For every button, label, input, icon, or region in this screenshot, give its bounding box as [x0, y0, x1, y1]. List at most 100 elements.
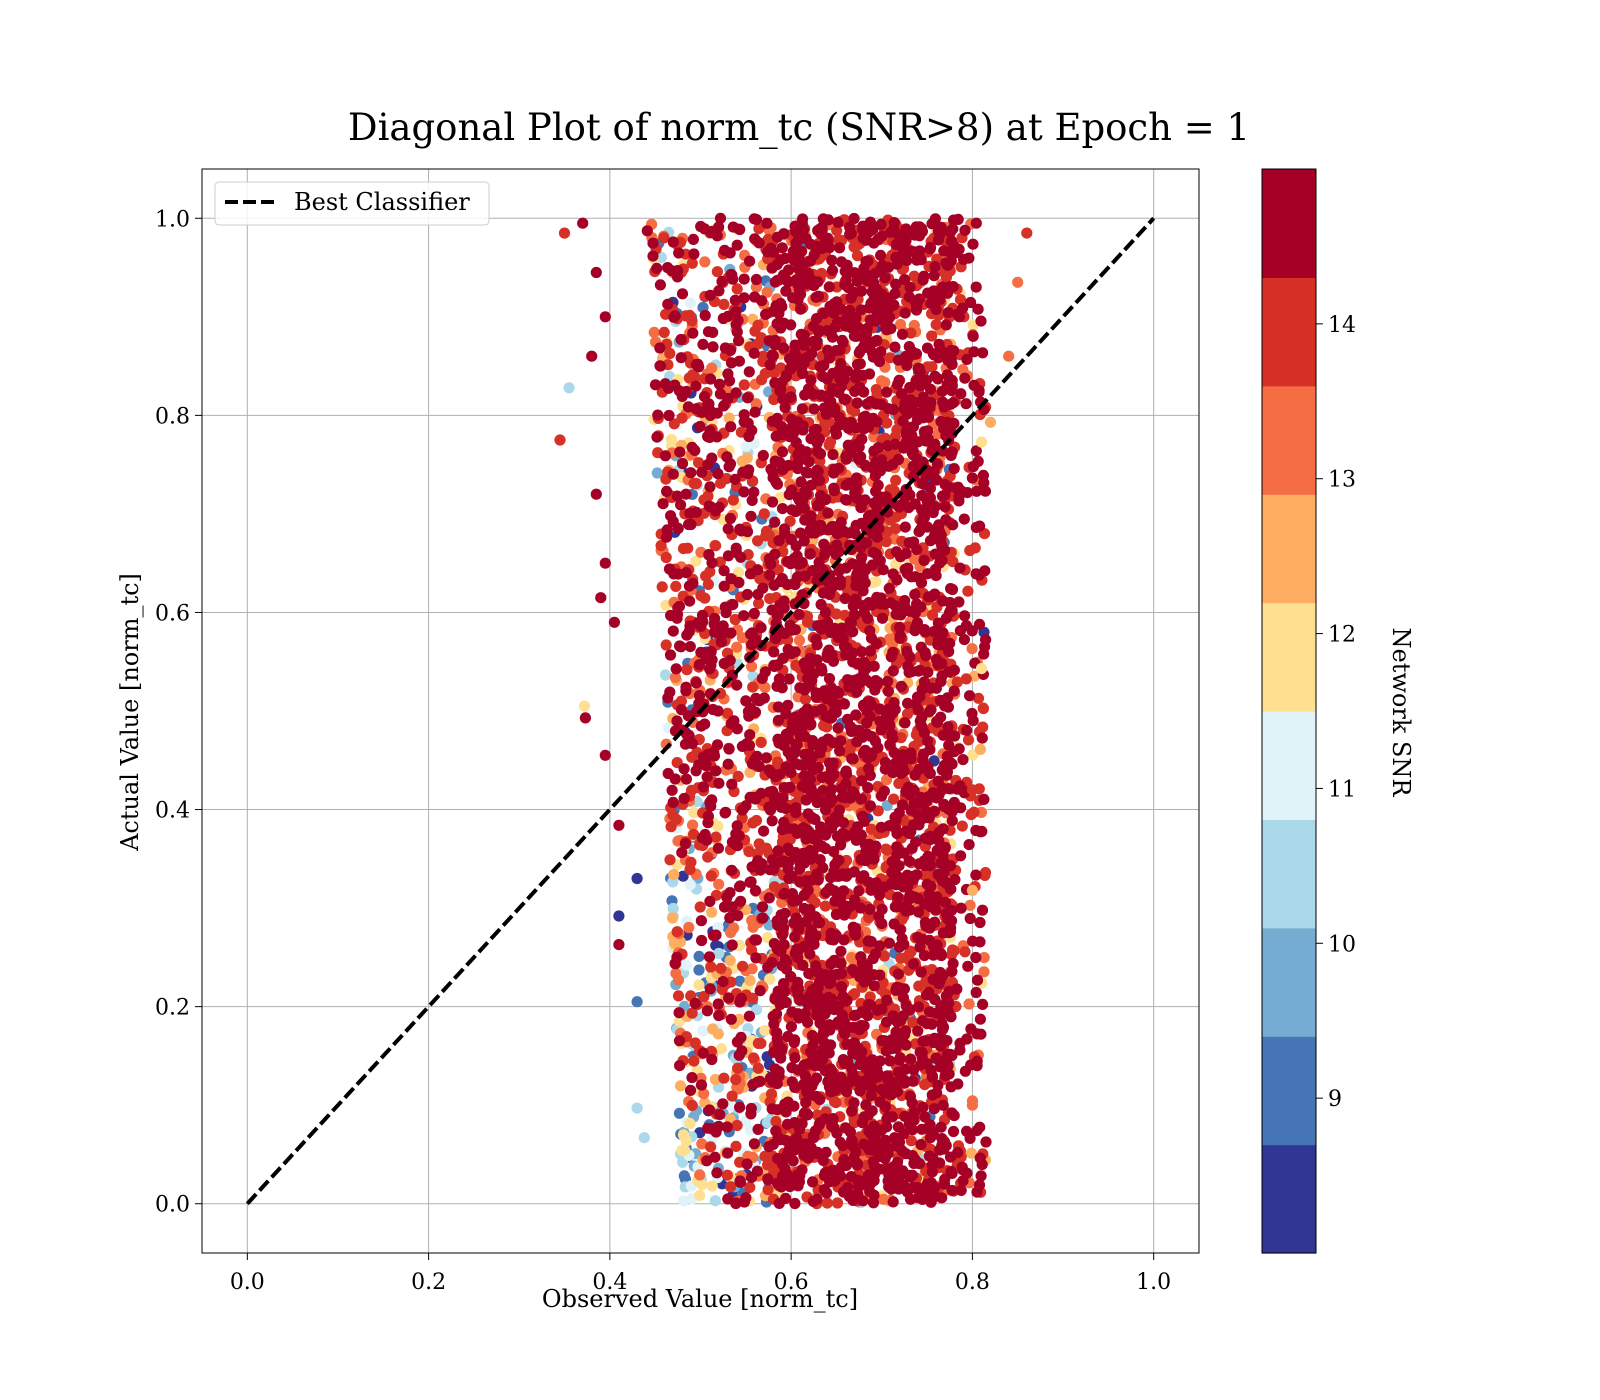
scatter-point: [776, 503, 789, 515]
scatter-point: [855, 285, 868, 297]
scatter-point: [972, 303, 984, 315]
scatter-point: [959, 610, 971, 622]
scatter-point: [684, 1084, 697, 1096]
scatter-point: [770, 476, 782, 488]
scatter-point: [947, 958, 959, 970]
scatter-point: [728, 922, 740, 934]
scatter-point: [781, 275, 793, 287]
scatter-point: [939, 896, 952, 908]
scatter-point: [756, 295, 768, 307]
scatter-point: [831, 225, 843, 237]
scatter-point: [782, 699, 794, 711]
scatter-point: [926, 330, 938, 342]
scatter-point: [960, 673, 972, 685]
scatter-point: [750, 793, 762, 805]
scatter-point: [671, 608, 684, 621]
scatter-point: [858, 967, 870, 979]
scatter-point: [953, 491, 965, 503]
scatter-point: [821, 649, 833, 661]
scatter-point: [798, 535, 810, 547]
scatter-point: [664, 686, 676, 698]
scatter-point: [835, 967, 848, 980]
scatter-point: [837, 827, 849, 839]
scatter-point: [948, 1110, 960, 1122]
scatter-point: [686, 1007, 698, 1019]
scatter-point: [844, 221, 856, 233]
scatter-point: [725, 573, 737, 585]
scatter-point: [935, 675, 947, 688]
scatter-point: [727, 494, 739, 506]
scatter-point: [905, 327, 917, 339]
scatter-point: [654, 279, 667, 291]
scatter-point: [695, 590, 707, 602]
scatter-point: [670, 663, 682, 675]
scatter-point: [873, 910, 885, 922]
scatter-point: [978, 477, 990, 489]
scatter-point: [979, 485, 992, 497]
scatter-point: [655, 540, 667, 552]
scatter-point: [821, 1197, 833, 1209]
scatter-point: [686, 441, 698, 453]
scatter-point: [893, 777, 905, 790]
scatter-point: [681, 664, 693, 676]
scatter-point: [754, 985, 766, 997]
scatter-point: [923, 706, 935, 718]
scatter-point: [899, 307, 911, 319]
scatter-point: [754, 573, 766, 585]
scatter-point: [825, 395, 837, 407]
scatter-point: [964, 899, 976, 911]
scatter-point: [897, 847, 910, 859]
scatter-point: [668, 869, 680, 881]
scatter-point: [862, 612, 874, 625]
scatter-point: [764, 569, 776, 581]
scatter-point: [930, 319, 942, 331]
scatter-point: [830, 908, 843, 921]
scatter-point: [735, 525, 748, 537]
scatter-point: [905, 946, 917, 958]
scatter-point: [856, 646, 868, 658]
scatter-point: [911, 544, 923, 556]
scatter-point: [738, 292, 750, 304]
scatter-point: [842, 713, 854, 726]
scatter-point: [730, 546, 743, 559]
scatter-point: [706, 1180, 718, 1192]
scatter-point: [923, 986, 935, 999]
scatter-point: [897, 750, 909, 762]
scatter-point: [904, 889, 916, 901]
scatter-point: [686, 1099, 698, 1111]
scatter-point: [660, 531, 673, 543]
scatter-point: [678, 763, 690, 775]
scatter-point: [878, 950, 891, 962]
scatter-point: [803, 680, 816, 692]
scatter-point: [670, 580, 682, 593]
scatter-point: [697, 1047, 709, 1059]
scatter-point: [762, 1184, 774, 1196]
scatter-point: [976, 1158, 988, 1171]
scatter-point: [703, 1104, 716, 1116]
scatter-point: [803, 968, 815, 980]
scatter-point: [817, 213, 829, 225]
scatter-point: [756, 672, 768, 685]
scatter-point: [807, 1176, 819, 1188]
scatter-point: [908, 553, 921, 565]
scatter-point: [926, 218, 938, 230]
scatter-point: [802, 267, 814, 279]
scatter-point: [675, 704, 688, 716]
scatter-point: [727, 599, 739, 611]
scatter-point: [862, 782, 874, 794]
scatter-point: [967, 330, 979, 342]
scatter-point: [807, 739, 819, 751]
scatter-point: [773, 535, 785, 547]
scatter-point: [883, 582, 895, 594]
scatter-point: [864, 800, 877, 812]
scatter-point: [704, 895, 716, 908]
scatter-point: [881, 994, 893, 1006]
scatter-point: [882, 685, 895, 697]
scatter-point: [676, 457, 689, 470]
scatter-point: [704, 481, 716, 493]
scatter-point: [771, 258, 783, 271]
scatter-point: [884, 1055, 896, 1067]
scatter-point: [834, 242, 846, 254]
scatter-point: [784, 1142, 796, 1154]
scatter-point: [943, 645, 955, 658]
